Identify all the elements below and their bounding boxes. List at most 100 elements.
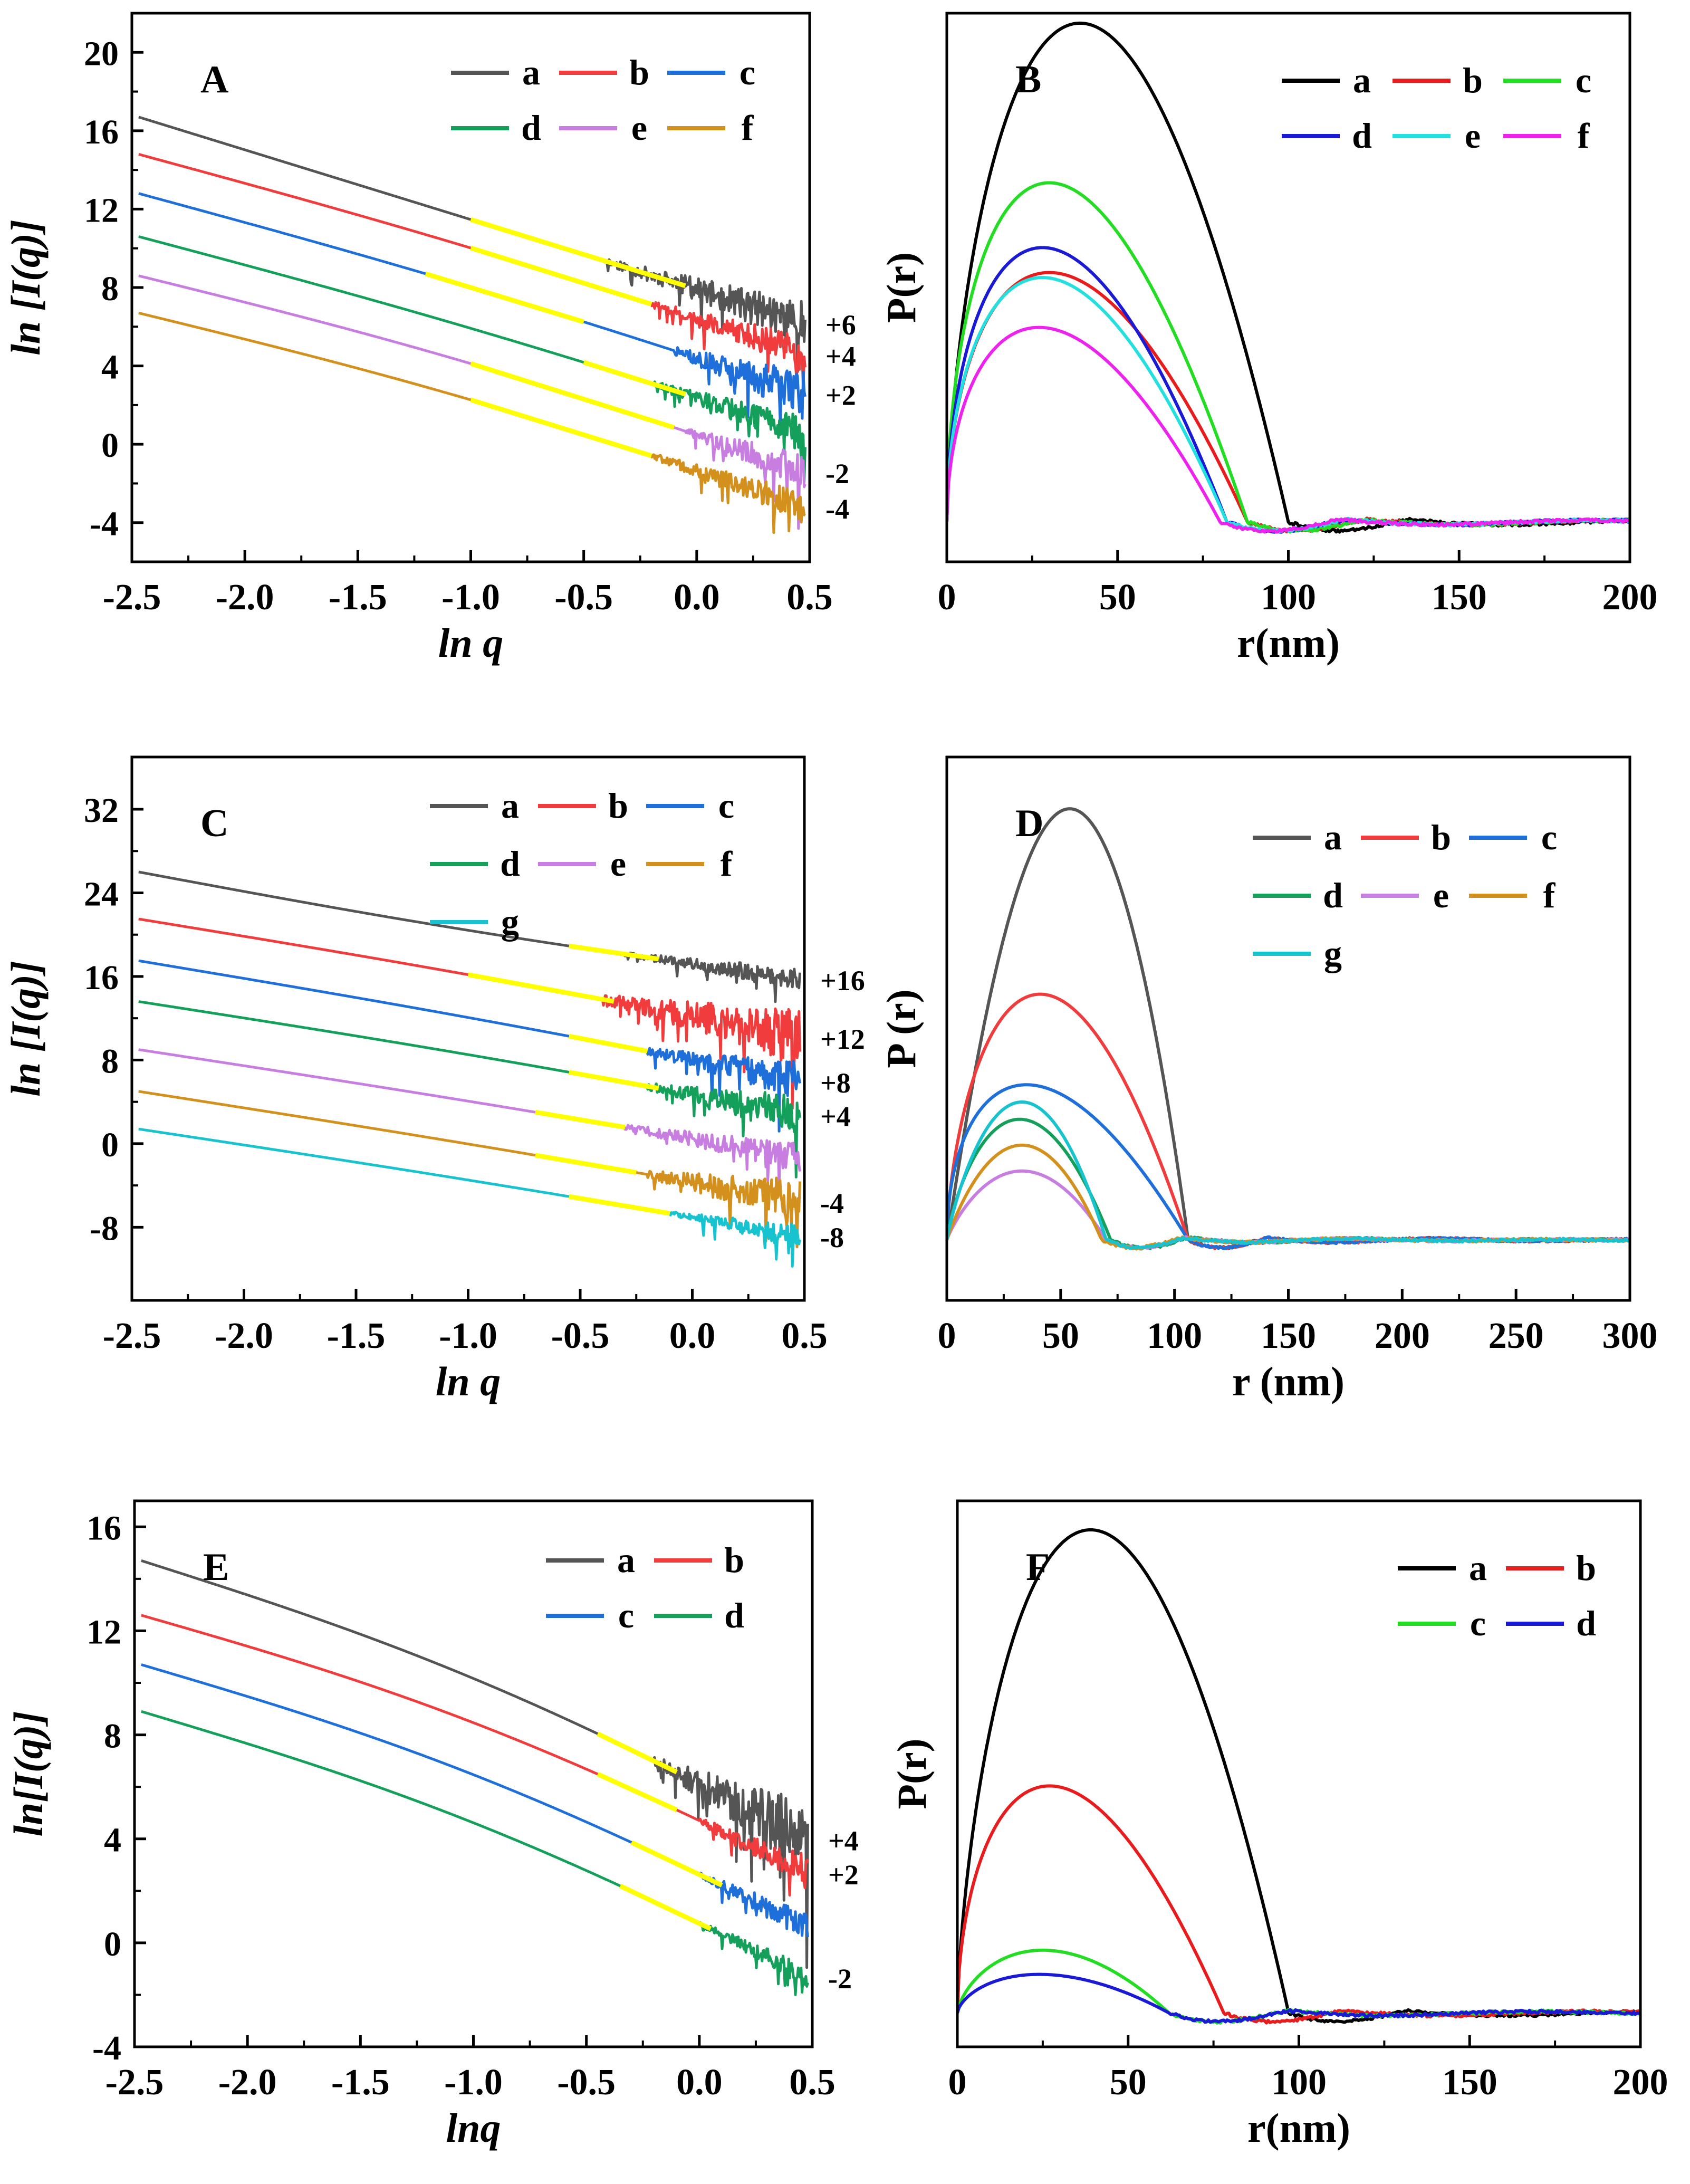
x-tick-label: 0.5 xyxy=(786,577,833,618)
x-tick-label: -1.0 xyxy=(441,577,500,618)
series-b-line xyxy=(947,992,1630,1251)
series-a-line xyxy=(947,807,1630,1250)
x-axis-label: r(nm) xyxy=(1237,620,1340,666)
x-tick-label: 150 xyxy=(1432,577,1487,618)
legend: a b c d e f xyxy=(451,52,755,148)
y-tick-label: 16 xyxy=(84,113,119,151)
y-tick-label: 0 xyxy=(101,1126,119,1164)
series-d-fit-line xyxy=(583,360,686,397)
legend-label-d: d xyxy=(724,1595,744,1635)
series-g-line xyxy=(138,1127,801,1268)
plot-area xyxy=(141,1559,809,1996)
legend-label-b: b xyxy=(608,786,628,826)
series-f-line xyxy=(947,325,1630,534)
x-tick-label: 0 xyxy=(938,1316,956,1356)
legend-label-b: b xyxy=(1431,817,1451,857)
offset-label-d: +4 xyxy=(820,1100,851,1132)
series-a-fit-line xyxy=(470,217,686,289)
x-tick-label: 250 xyxy=(1489,1316,1544,1356)
legend-label-d: d xyxy=(1323,875,1343,915)
legend-label-a: a xyxy=(1353,60,1371,100)
panel-f: 0 50 100 150 200 r(nm) P(r) F a b c d xyxy=(889,1499,1668,2151)
x-tick-label: 0.0 xyxy=(676,2062,723,2103)
series-c-fit-line xyxy=(630,1840,723,1888)
legend-label-d: d xyxy=(500,844,520,884)
x-tick-label: -1.5 xyxy=(331,2062,390,2103)
y-axis-label: ln[I(q)] xyxy=(5,1711,51,1836)
plot-frame xyxy=(945,12,1631,563)
x-tick-label: 200 xyxy=(1613,2062,1668,2103)
x-axis-label: lnq xyxy=(446,2105,501,2151)
x-tick-label: 150 xyxy=(1261,1316,1316,1356)
legend: a b c d e f xyxy=(1282,60,1591,156)
y-axis-label: P(r) xyxy=(878,252,924,323)
plot-area xyxy=(947,21,1630,534)
legend-label-d: d xyxy=(1576,1603,1596,1643)
legend-label-b: b xyxy=(1463,60,1483,100)
legend: a b c d xyxy=(546,1540,744,1635)
panel-e: -2.5 -2.0 -1.5 -1.0 -0.5 0.0 0.5 -4 0 4 8 12 16 lnq ln… xyxy=(5,1499,859,2151)
x-tick-label: -1.5 xyxy=(329,577,387,618)
x-tick-label: -2.0 xyxy=(216,577,274,618)
panel-c: -2.5 -2.0 -1.5 -1.0 -0.5 0.0 0.5 -8 0 8 16 24 32 ln q… xyxy=(3,755,865,1404)
y-tick-label: -8 xyxy=(90,1209,119,1248)
legend-label-c: c xyxy=(618,1595,634,1635)
y-tick-label: 16 xyxy=(84,959,119,997)
plot-frame xyxy=(956,1499,1642,2048)
x-tick-label: 0.5 xyxy=(789,2062,836,2103)
series-c-fit-line xyxy=(568,1033,648,1054)
series-d-line xyxy=(138,1000,801,1179)
x-tick-label: 200 xyxy=(1375,1316,1430,1356)
y-tick-label: 8 xyxy=(101,270,119,308)
series-f-line xyxy=(138,1090,801,1249)
y-tick-label: 0 xyxy=(101,426,119,465)
series-e-line xyxy=(947,1169,1630,1250)
legend-label-b: b xyxy=(1576,1548,1596,1588)
legend-label-f: f xyxy=(721,844,733,884)
series-c-line xyxy=(947,1083,1630,1250)
series-c-line xyxy=(947,181,1630,534)
y-tick-label: 0 xyxy=(104,1925,121,1963)
x-tick-label: -2.0 xyxy=(218,2062,277,2103)
x-tick-label: 100 xyxy=(1261,577,1316,618)
series-c-line xyxy=(138,959,801,1133)
series-b-fit-line xyxy=(597,1771,678,1813)
series-b-line xyxy=(947,271,1630,533)
panel-d: 0 50 100 150 200 250 300 r (nm) P (r) D a b c d e f g xyxy=(878,755,1658,1404)
legend-label-d: d xyxy=(1352,116,1372,156)
y-tick-label: 16 xyxy=(87,1509,121,1547)
y-tick-label: -4 xyxy=(90,505,119,543)
series-d-line xyxy=(141,1710,809,1996)
legend-label-e: e xyxy=(1465,116,1481,156)
x-tick-label: 150 xyxy=(1442,2062,1497,2103)
series-b-fit-line xyxy=(470,245,652,306)
legend-label-a: a xyxy=(1324,817,1342,857)
series-f-line xyxy=(947,1143,1630,1251)
x-tick-label: -0.5 xyxy=(551,1316,610,1356)
y-tick-label: 8 xyxy=(101,1042,119,1080)
x-tick-label: 100 xyxy=(1147,1316,1202,1356)
series-d-fit-line xyxy=(568,1070,659,1091)
legend-label-f: f xyxy=(1578,116,1590,156)
series-b-fit-line xyxy=(467,972,614,1004)
offset-label-b: +12 xyxy=(820,1023,865,1055)
series-g-fit-line xyxy=(569,1194,670,1216)
y-axis-label: P(r) xyxy=(889,1738,935,1809)
legend-label-d: d xyxy=(521,108,541,148)
y-axis-label: ln [I(q)] xyxy=(3,961,49,1097)
series-a-line xyxy=(138,870,801,1003)
series-a-fit-line xyxy=(597,1731,678,1775)
series-f-fit-line xyxy=(470,397,652,458)
offset-label-f: -4 xyxy=(820,1187,844,1219)
panel-letter: D xyxy=(1015,802,1043,845)
legend-label-e: e xyxy=(610,844,626,884)
series-d-fit-line xyxy=(619,1883,712,1931)
panel-letter: E xyxy=(203,1546,229,1589)
series-a-line xyxy=(141,1559,809,1969)
y-tick-label: 32 xyxy=(84,791,119,830)
series-c-fit-line xyxy=(425,271,584,324)
legend-label-c: c xyxy=(740,52,755,92)
series-g-line xyxy=(947,1100,1630,1250)
series-f-fit-line xyxy=(535,1153,637,1175)
